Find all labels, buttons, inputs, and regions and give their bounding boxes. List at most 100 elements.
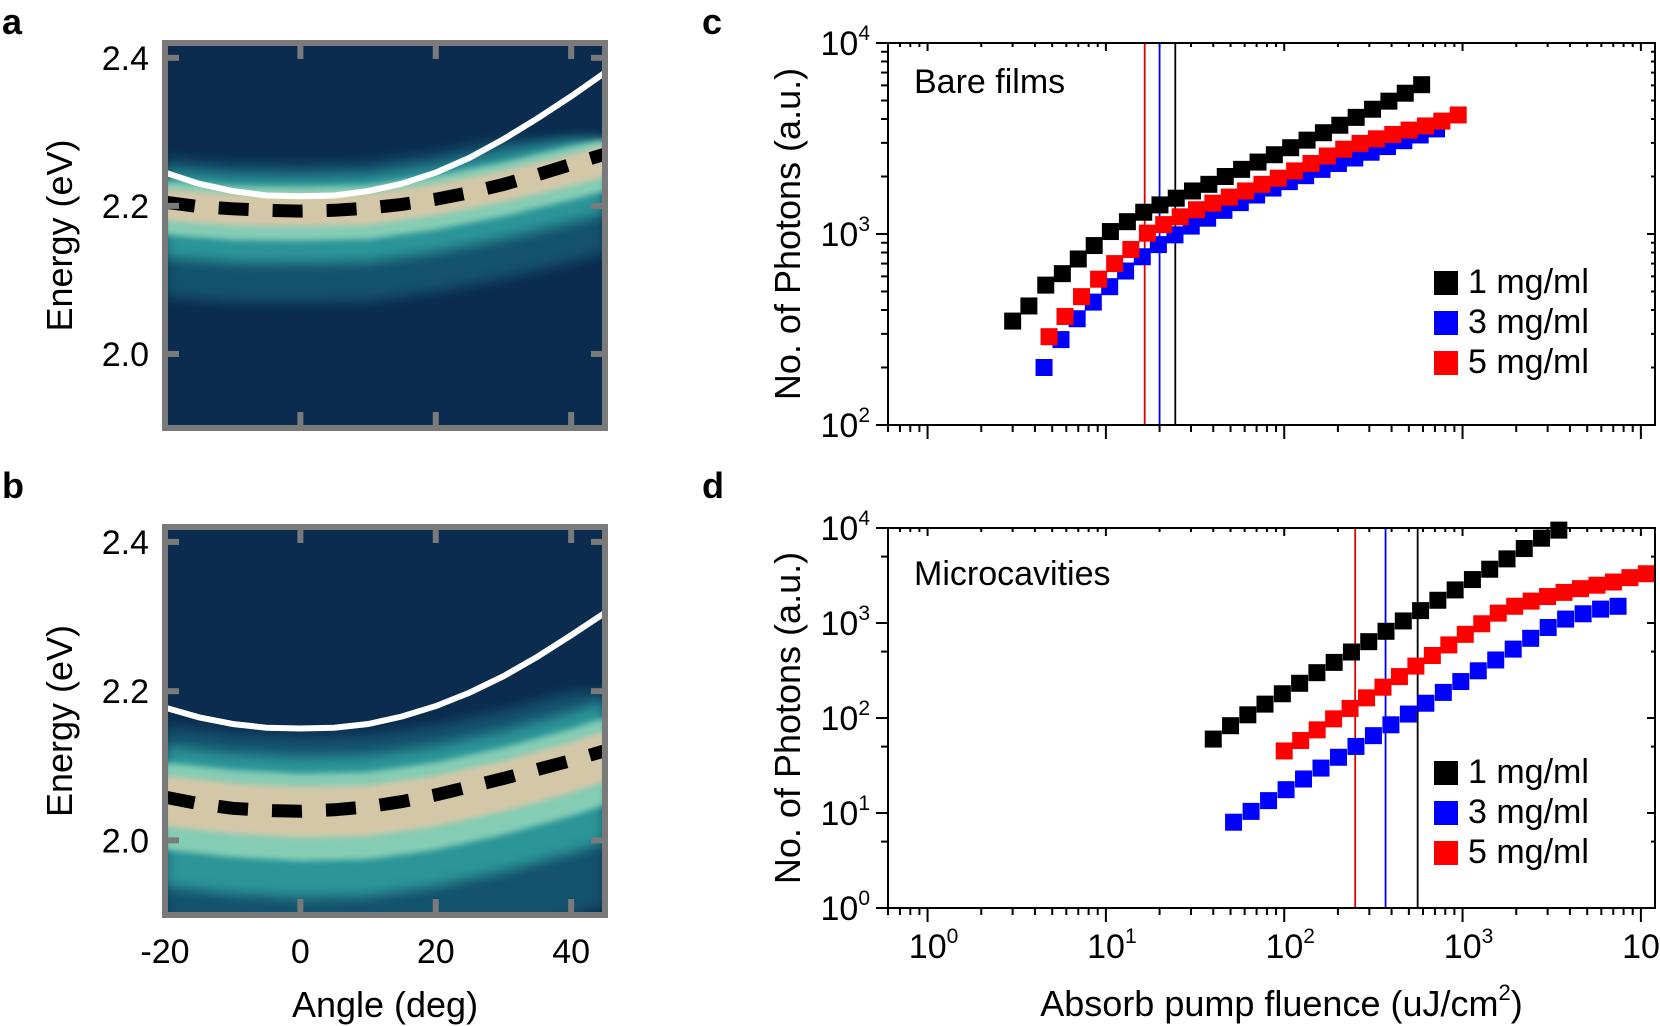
legend-label: 5 mg/ml [1468, 343, 1589, 381]
data-point [1171, 208, 1189, 226]
data-point [1292, 731, 1310, 749]
data-point [1487, 651, 1505, 669]
y-tick-label-base: 10 [820, 700, 858, 738]
data-point [1200, 175, 1218, 193]
x-tick-label-exp: 2 [1303, 925, 1315, 948]
data-point [1233, 160, 1251, 178]
data-point [1155, 216, 1173, 234]
y-tick-label: 101 [820, 792, 870, 833]
series-2 [1225, 597, 1627, 831]
data-point [1122, 240, 1140, 258]
y-tick-label: 104 [820, 22, 870, 63]
data-point [1557, 610, 1575, 628]
data-point [1364, 100, 1382, 118]
data-point [1249, 153, 1267, 171]
data-point [1574, 605, 1592, 623]
legend-swatch [1434, 271, 1458, 295]
data-point [1286, 162, 1304, 180]
y-tick-label: 2.0 [102, 336, 149, 374]
data-point [1440, 636, 1458, 654]
x-tick-label: -20 [140, 933, 189, 971]
data-point [1413, 76, 1431, 94]
data-point [1073, 288, 1091, 306]
data-point [1314, 124, 1332, 142]
data-point [1522, 629, 1540, 647]
data-point [1225, 813, 1243, 831]
data-point [1275, 742, 1293, 760]
x-tick-label-exp: 3 [1482, 925, 1494, 948]
data-point [1020, 297, 1038, 315]
legend-label: 5 mg/ml [1468, 833, 1589, 871]
y-tick-label-exp: 4 [858, 507, 870, 530]
data-point [1167, 189, 1185, 207]
data-point [1242, 802, 1260, 820]
data-point [1101, 223, 1119, 241]
data-point [1347, 108, 1365, 126]
y-tick-label-base: 10 [820, 605, 858, 643]
y-tick-label-base: 10 [820, 795, 858, 833]
x-tick-label-base: 10 [909, 928, 947, 966]
data-point [1341, 699, 1359, 717]
y-tick-label-exp: 0 [858, 887, 870, 910]
x-tick-label: 100 [909, 925, 959, 966]
panel-annotation: Microcavities [914, 555, 1110, 593]
cavity-mode-line [165, 69, 605, 200]
data-point [1555, 583, 1573, 601]
legend-swatch [1434, 801, 1458, 825]
x-tick-label: 40 [552, 933, 590, 971]
y-tick-label: 102 [820, 697, 870, 738]
data-point [1364, 727, 1382, 745]
y-tick-label-exp: 3 [858, 213, 870, 236]
data-point [1298, 131, 1316, 149]
legend-swatch [1434, 351, 1458, 375]
data-point [1504, 640, 1522, 658]
x-tick-label-base: 10 [1265, 928, 1303, 966]
series-3 [1040, 106, 1467, 346]
data-point [1085, 237, 1103, 255]
y-tick-label: 104 [820, 507, 870, 548]
data-point [1360, 633, 1378, 651]
plot-frame [162, 524, 608, 918]
data-point [1069, 250, 1087, 268]
data-point [1216, 168, 1234, 186]
data-point [1237, 182, 1255, 200]
plot-frame [162, 40, 608, 431]
data-point [1572, 580, 1590, 598]
y-tick-label-exp: 2 [858, 697, 870, 720]
data-point [1295, 770, 1313, 788]
data-point [1138, 224, 1156, 242]
lower-polariton-fit-line [165, 147, 605, 218]
x-axis-label-suffix: ) [1511, 983, 1523, 1024]
data-point [1522, 592, 1540, 610]
data-point [1282, 139, 1300, 157]
data-point [1506, 597, 1524, 615]
x-tick-label: 104 [1622, 925, 1660, 966]
x-tick-label-base: 10 [1087, 928, 1125, 966]
series-1 [1204, 521, 1568, 748]
data-point [1539, 588, 1557, 606]
y-tick-label: 103 [820, 213, 870, 254]
data-point [1469, 662, 1487, 680]
heatmap-area [165, 527, 605, 915]
data-point [1053, 265, 1071, 283]
data-point [1423, 646, 1441, 664]
heatmap-area [165, 43, 605, 428]
data-point [1434, 683, 1452, 701]
data-point [1394, 612, 1412, 630]
data-point [1384, 125, 1402, 143]
data-point [1358, 689, 1376, 707]
data-point [1351, 134, 1369, 152]
series-1 [1004, 76, 1431, 330]
data-point [1412, 602, 1430, 620]
data-point [1331, 116, 1349, 134]
panel-label: a [2, 1, 23, 42]
data-point [1151, 196, 1169, 214]
x-tick-label: 102 [1265, 925, 1315, 966]
x-axis-label-main: Absorb pump fluence (uJ/cm [1040, 983, 1498, 1024]
data-point [1256, 695, 1274, 713]
panel-annotation: Bare films [914, 63, 1065, 101]
y-tick-label-base: 10 [820, 25, 858, 63]
y-tick-label: 2.2 [102, 188, 149, 226]
legend-label: 1 mg/ml [1468, 263, 1589, 301]
